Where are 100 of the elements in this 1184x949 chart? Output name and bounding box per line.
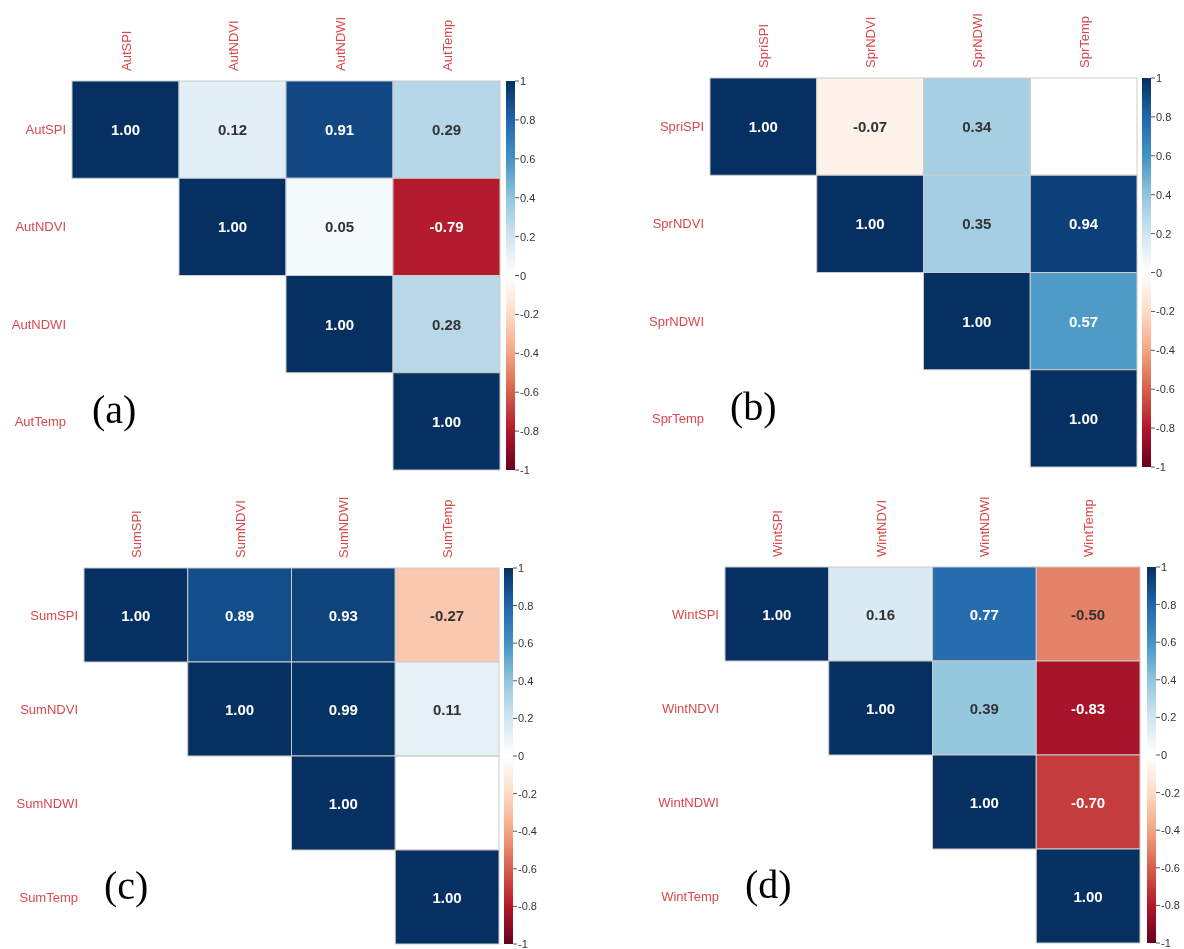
y-tick-label: SumNDWI	[16, 795, 78, 811]
data-label: 1.00	[969, 793, 999, 811]
data-label: 1.00	[110, 121, 141, 139]
x-tick-label: WintSPI	[769, 510, 785, 557]
data-label: 1.00	[866, 699, 896, 717]
data-label: 0.12	[217, 121, 248, 139]
color-bar-label: 0.4	[1161, 673, 1177, 686]
y-tick-label: SumNDVI	[20, 701, 78, 717]
color-bar-label: -1	[1161, 937, 1171, 949]
color-bar-label: 0.6	[520, 152, 536, 165]
data-label: 0.89	[225, 606, 255, 624]
color-bar-label: 1	[520, 75, 527, 87]
color-bar-label: 0.8	[518, 599, 534, 612]
text: (a)	[92, 387, 137, 433]
color-bar-label: 0.4	[518, 674, 534, 687]
data-label: 0.93	[328, 606, 358, 624]
data-label: 0.94	[1069, 215, 1099, 233]
x-tick-label: SprNDWI	[969, 13, 985, 68]
y-tick-label: WintSPI	[672, 606, 719, 622]
x-tick-label: SumSPI	[128, 510, 144, 558]
color-bar-label: 1	[1161, 561, 1168, 573]
data-label: 0.35	[962, 215, 992, 233]
color-bar-label: 0.8	[1156, 110, 1172, 123]
color-bar-label: 0.4	[520, 191, 536, 204]
y-tick-label: SprTemp	[651, 410, 704, 426]
data-label: 0.39	[969, 699, 999, 717]
data-label: -0.79	[429, 218, 464, 236]
color-bar-label: 0.8	[520, 113, 536, 126]
text: (d)	[745, 861, 792, 907]
data-label: 0.05	[324, 218, 355, 236]
data-label: 1.00	[1069, 409, 1099, 427]
text: (c)	[104, 862, 149, 908]
data-label: -0.27	[430, 606, 465, 624]
color-bar-label: 1	[1156, 72, 1163, 84]
color-bar-label: -0.4	[1161, 824, 1180, 837]
y-tick-label: SumSPI	[30, 607, 78, 623]
data-label: 1.00	[225, 700, 255, 718]
data-label: 1.00	[432, 888, 462, 906]
y-tick-label: AutNDWI	[11, 316, 66, 332]
data-label: 1.00	[962, 312, 992, 330]
color-bar-label: -0.8	[518, 900, 537, 913]
text: (b)	[730, 384, 777, 430]
color-bar-label: -0.6	[1156, 383, 1175, 396]
data-label: -0.07	[853, 118, 888, 136]
data-label: 1.00	[855, 215, 885, 233]
x-tick-label: WintNDVI	[873, 499, 889, 557]
color-bar-label: 0.2	[1156, 227, 1172, 240]
y-tick-label: WintNDWI	[658, 794, 719, 810]
color-bar-label: 0	[520, 269, 527, 282]
color-bar-label: 0.8	[1161, 598, 1177, 611]
color-bar-label: -0.6	[520, 386, 539, 399]
color-bar-label: 0	[1156, 266, 1163, 279]
x-tick-label: SprNDVI	[863, 16, 879, 68]
color-bar-label: -0.2	[518, 787, 537, 800]
data-label: 0.28	[431, 315, 462, 333]
data-label: 0.57	[1069, 312, 1099, 330]
y-tick-label: AutTemp	[14, 413, 66, 429]
color-bar-label: 1	[518, 562, 525, 574]
color-bar-label: -0.2	[1161, 786, 1180, 799]
color-bar-label: 0.6	[1156, 149, 1172, 162]
data-label: 0.34	[962, 118, 993, 136]
y-tick-label: SumTemp	[19, 889, 78, 905]
color-bar-label: 0	[1161, 749, 1168, 761]
color-bar-label: 0.2	[520, 230, 536, 243]
color-bar-label: -0.4	[1156, 344, 1175, 357]
x-tick-label: SumNDWI	[336, 496, 352, 558]
color-bar-label: -1	[1156, 461, 1166, 473]
color-bar-label: -0.4	[520, 347, 539, 360]
color-bar-label: 0.2	[518, 712, 534, 725]
data-label: 1.00	[217, 218, 248, 236]
x-tick-label: SprTemp	[1076, 15, 1092, 68]
x-tick-label: AutNDWI	[332, 16, 348, 71]
color-bar-label: -1	[520, 464, 530, 476]
x-tick-label: SumTemp	[440, 499, 456, 558]
data-label: -0.70	[1071, 793, 1106, 811]
data-label: 1.00	[431, 412, 462, 430]
data-label: 0.77	[969, 605, 999, 623]
data-label: 0.16	[866, 605, 896, 623]
color-bar-label: -0.2	[1156, 305, 1175, 318]
x-tick-label: AutSPI	[118, 30, 134, 71]
data-label: 0.11	[432, 700, 462, 718]
color-bar-label: 0.6	[518, 637, 534, 650]
data-label: 1.00	[324, 315, 355, 333]
data-label: 1.00	[748, 118, 778, 136]
color-bar-label: -0.4	[518, 825, 537, 838]
data-label: 1.00	[121, 606, 151, 624]
data-label: 1.00	[1073, 887, 1103, 905]
color-bar-label: -0.8	[1156, 422, 1175, 435]
data-label: -0.83	[1071, 699, 1106, 717]
x-tick-label: WintTemp	[1081, 499, 1097, 557]
color-bar-label: -0.8	[1161, 899, 1180, 912]
data-label: 0.99	[328, 700, 358, 718]
y-tick-label: SprNDWI	[649, 313, 704, 329]
x-tick-label: WintNDWI	[977, 496, 993, 557]
y-tick-label: AutNDVI	[15, 219, 66, 235]
data-label: 0.29	[431, 121, 462, 139]
color-bar-label: 0.6	[1161, 636, 1177, 649]
y-tick-label: SpriSPI	[659, 119, 704, 135]
data-label: 0.91	[324, 121, 355, 139]
color-bar-label: -1	[518, 938, 528, 949]
